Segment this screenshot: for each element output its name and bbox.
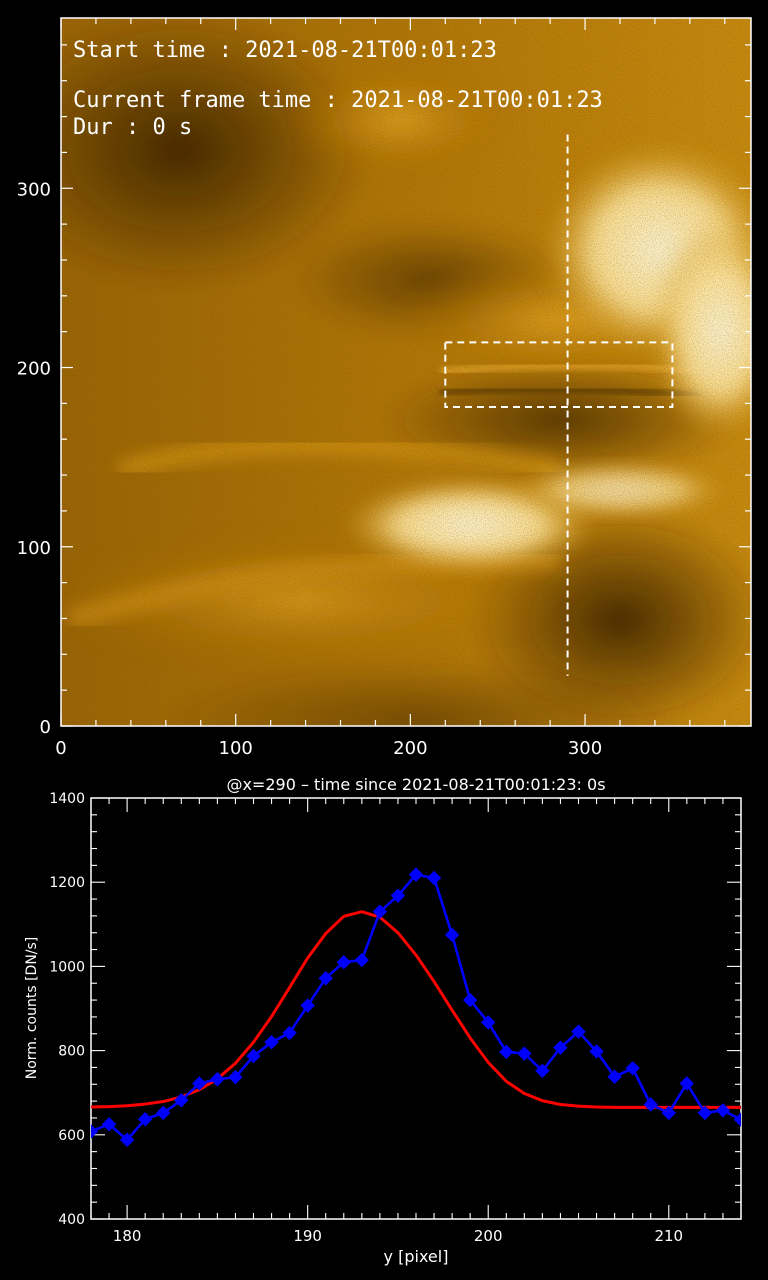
data-point [517, 1046, 532, 1061]
data-point [318, 970, 333, 986]
data-point [336, 954, 351, 970]
plot-axes: 180 190 200 210 400 600 800 1000 1200 1400 [49, 791, 742, 1245]
x-tick-label: 0 [55, 738, 66, 759]
data-point [535, 1063, 550, 1079]
data-point [625, 1061, 640, 1076]
x-tick-label: 100 [219, 738, 253, 759]
y-tick-label: 1200 [49, 875, 85, 891]
y-tick-label: 600 [58, 1128, 85, 1144]
data-point [137, 1112, 153, 1127]
y-tick-label: 100 [17, 538, 51, 559]
x-axis-label: y [pixel] [384, 1247, 449, 1266]
image-axes: 0 100 200 300 0 100 200 300 [17, 18, 751, 759]
y-tick-label: 400 [58, 1212, 85, 1228]
data-point [246, 1048, 261, 1064]
data-point [571, 1024, 586, 1039]
data-point [174, 1093, 189, 1108]
current-frame-time-label: Current frame time : 2021-08-21T00:01:23 [73, 88, 603, 113]
plot-series [91, 867, 741, 1148]
data-point [408, 867, 424, 882]
data-point [589, 1044, 604, 1059]
plot-frame [90, 797, 742, 1220]
data-point [119, 1132, 135, 1148]
x-tick-label: 210 [654, 1227, 683, 1245]
data-point [499, 1044, 514, 1060]
x-tick-label: 200 [474, 1227, 503, 1245]
chart-title: @x=290 – time since 2021-08-21T00:01:23:… [226, 775, 605, 794]
data-point [426, 870, 442, 886]
data-point [91, 1124, 99, 1139]
data-point [661, 1105, 676, 1121]
data-point [372, 904, 388, 919]
data-point [156, 1105, 171, 1121]
data-point [264, 1034, 279, 1050]
y-tick-label: 200 [17, 359, 51, 380]
data-point [643, 1097, 658, 1112]
data-point [192, 1076, 207, 1091]
y-axis-label: Norm. counts [DN/s] [24, 937, 40, 1080]
data-point [697, 1105, 713, 1121]
data-point [300, 998, 315, 1013]
data-point [101, 1117, 117, 1132]
data-point [481, 1015, 496, 1030]
data-point [553, 1040, 568, 1055]
x-tick-label: 300 [568, 738, 602, 759]
data-point [210, 1072, 225, 1087]
y-tick-label: 300 [17, 179, 51, 200]
solar-image [61, 18, 751, 726]
y-tick-label: 800 [58, 1044, 85, 1060]
data-point [282, 1025, 297, 1041]
y-tick-label: 1000 [49, 959, 85, 975]
data-point [228, 1069, 243, 1085]
y-tick-label: 1400 [49, 791, 85, 807]
data-point [390, 888, 406, 903]
region-box [444, 341, 674, 408]
data-point [444, 927, 460, 943]
duration-label: Dur : 0 s [73, 115, 192, 140]
x-tick-label: 200 [393, 738, 427, 759]
data-point [462, 992, 478, 1008]
data-point [354, 952, 370, 968]
x-tick-label: 180 [113, 1227, 142, 1245]
data-point [715, 1103, 731, 1118]
data-point [733, 1112, 741, 1127]
x-tick-label: 190 [293, 1227, 322, 1245]
start-time-label: Start time : 2021-08-21T00:01:23 [73, 38, 497, 63]
y-tick-label: 0 [40, 717, 51, 738]
data-point [607, 1069, 622, 1084]
image-frame [60, 17, 752, 727]
data-point [679, 1076, 695, 1091]
